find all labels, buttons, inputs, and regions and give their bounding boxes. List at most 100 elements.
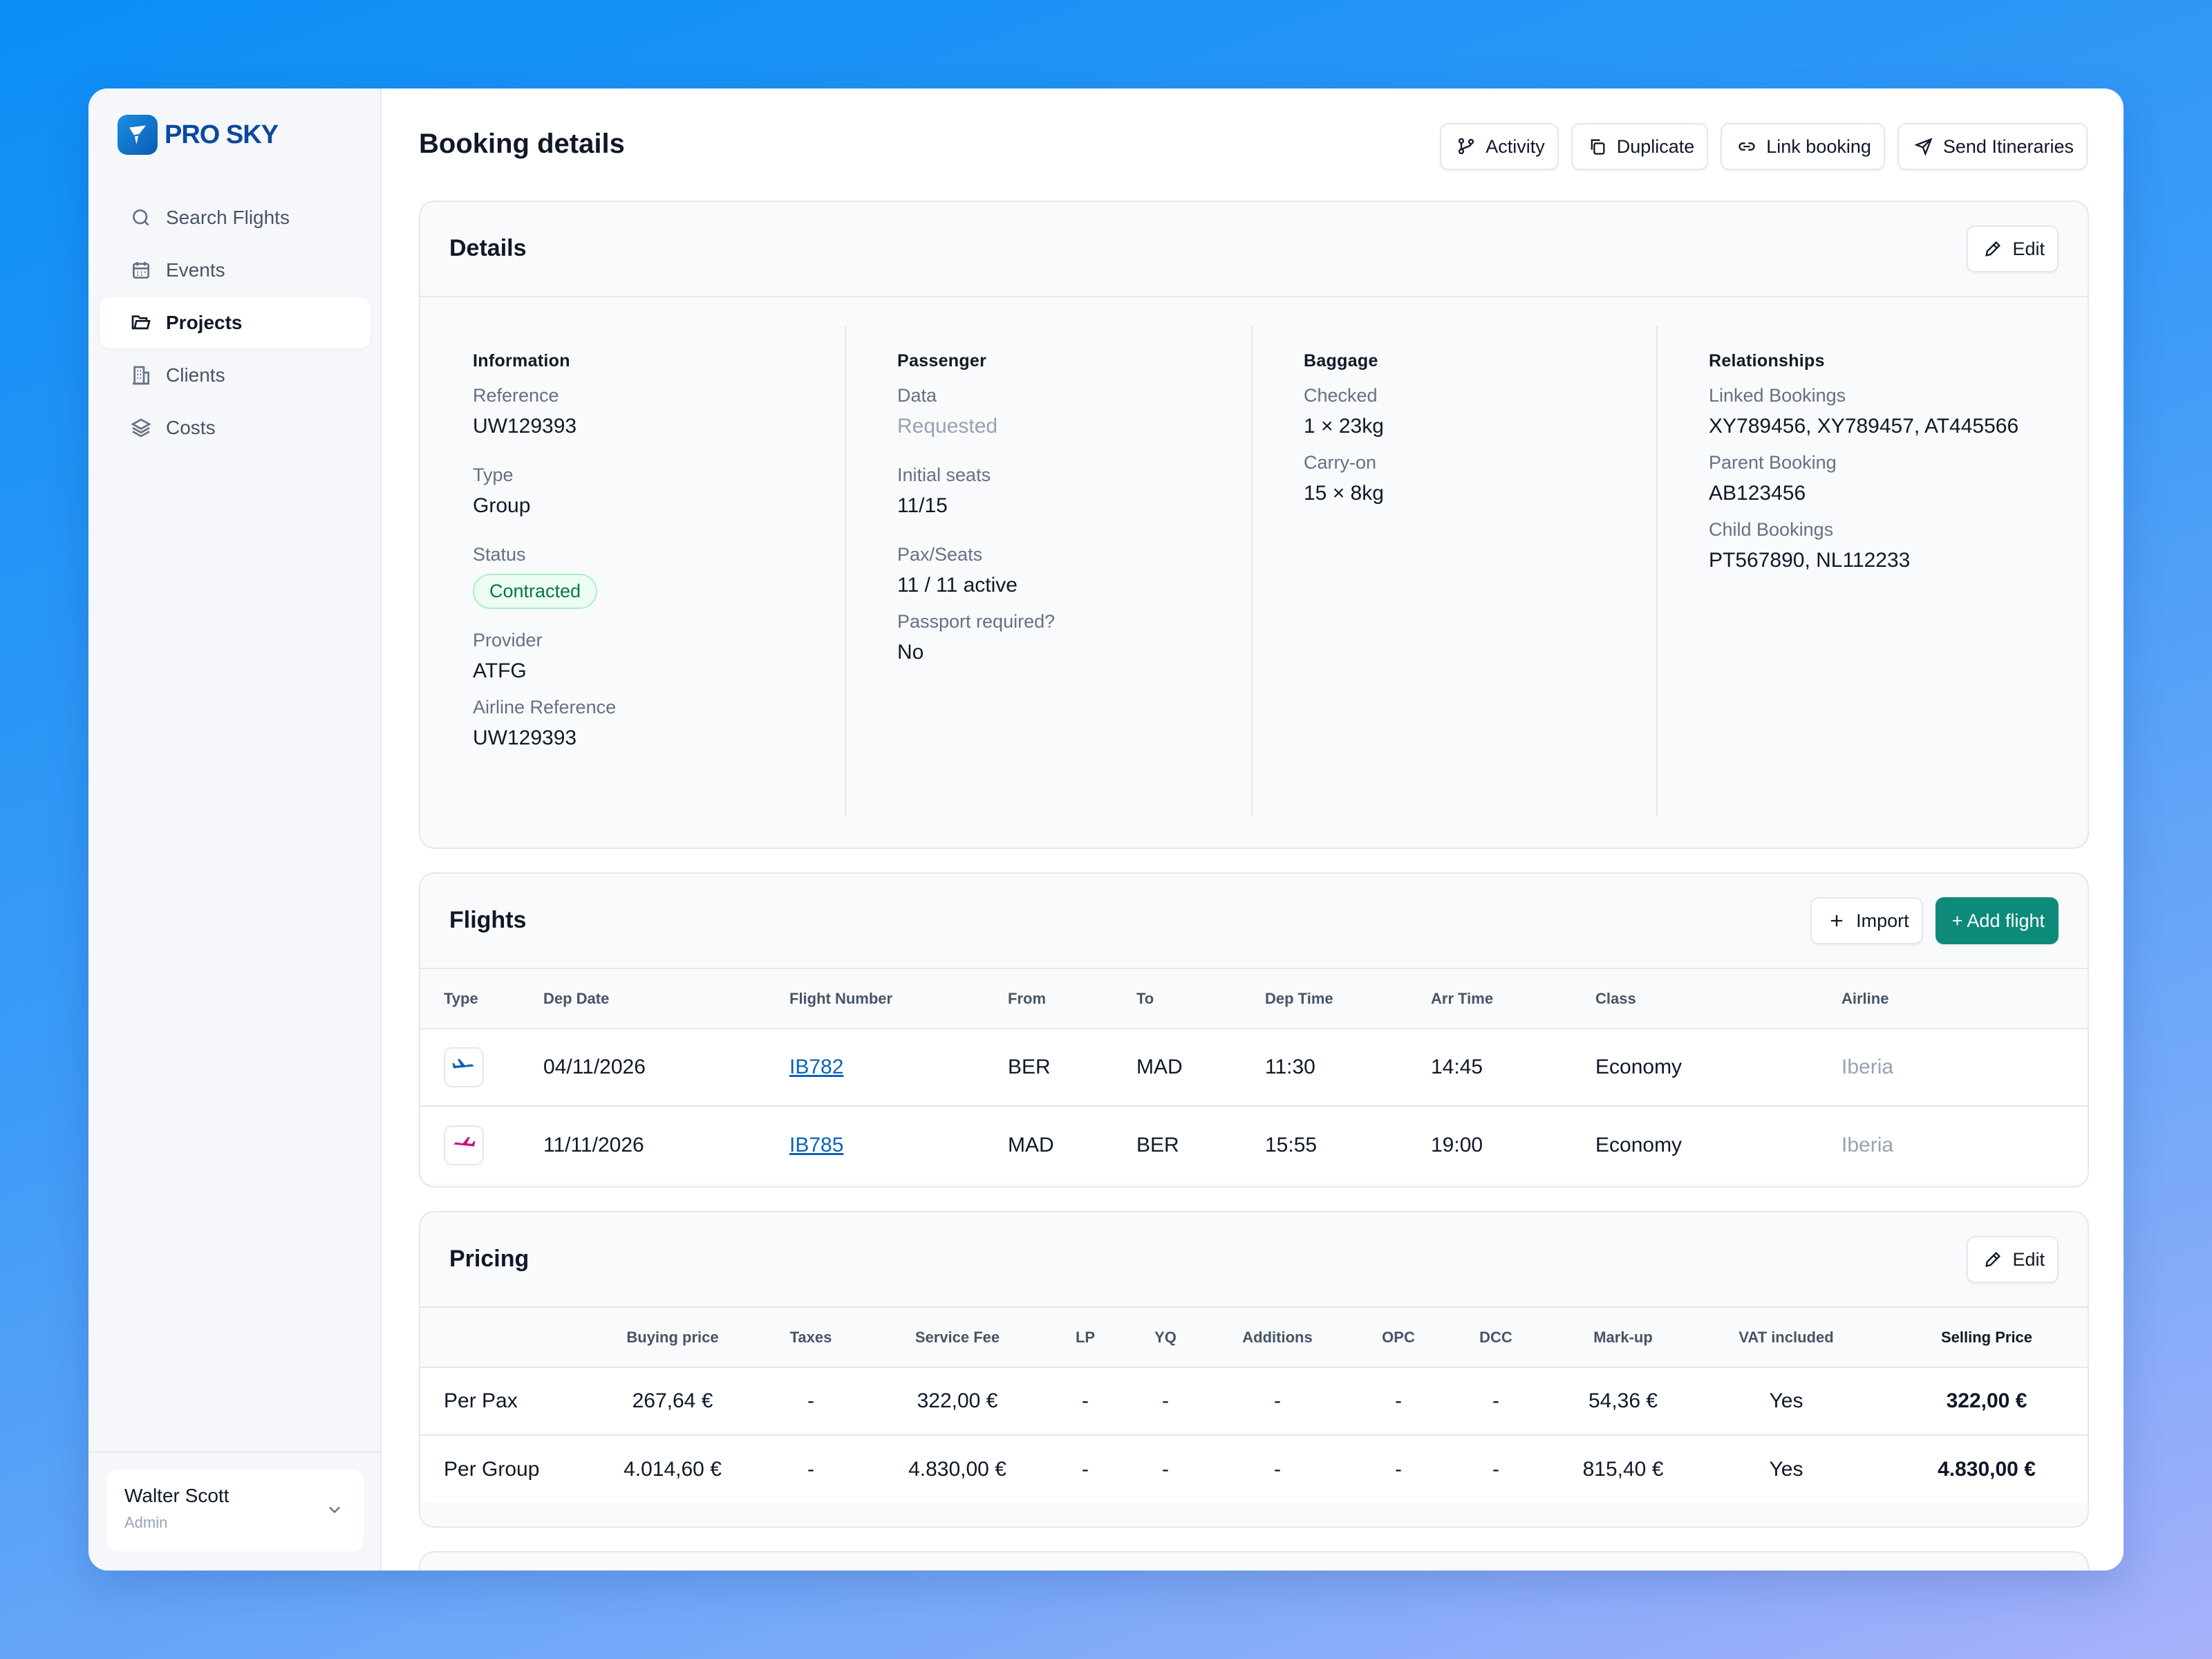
copy-icon bbox=[1591, 139, 1605, 155]
logo-mark-icon bbox=[118, 115, 158, 155]
sidebar-nav: Search Flights Events Projects Clients C… bbox=[100, 192, 371, 455]
column-header[interactable]: From bbox=[1008, 969, 1136, 1029]
app-window: PRO SKY Search Flights Events Projects C… bbox=[88, 88, 2124, 1571]
layers-icon bbox=[131, 418, 151, 438]
to-airport: MAD bbox=[1136, 1029, 1265, 1107]
sidebar-item-label: Projects bbox=[166, 312, 243, 333]
activity-button[interactable]: Activity bbox=[1440, 123, 1559, 170]
from-airport: BER bbox=[1008, 1029, 1136, 1107]
information-heading: Information bbox=[473, 351, 570, 371]
relationships-heading: Relationships bbox=[1709, 351, 1825, 371]
column-header[interactable]: Class bbox=[1595, 969, 1841, 1029]
column-header: Service Fee bbox=[885, 1308, 1030, 1368]
column-header: YQ bbox=[1141, 1308, 1190, 1368]
selling-price: 322,00 € bbox=[1886, 1367, 2088, 1436]
table-row: Per Group 4.014,60 € - 4.830,00 € - - - … bbox=[420, 1435, 2088, 1503]
class: Economy bbox=[1595, 1029, 1841, 1107]
column-header[interactable]: Airline bbox=[1841, 969, 2088, 1029]
user-menu[interactable]: Walter Scott Admin bbox=[106, 1470, 364, 1551]
airline: Iberia bbox=[1841, 1133, 1894, 1156]
carryon-value: 15 × 8kg bbox=[1304, 482, 1384, 505]
edit-label: Edit bbox=[2012, 1248, 2045, 1270]
reference-label: Reference bbox=[473, 385, 559, 406]
dep-date: 04/11/2026 bbox=[543, 1029, 789, 1107]
next-section-card bbox=[419, 1551, 2089, 1571]
flight-number-link[interactable]: IB782 bbox=[789, 1056, 844, 1078]
markup: 815,40 € bbox=[1582, 1457, 1664, 1481]
column-header[interactable]: To bbox=[1136, 969, 1265, 1029]
arr-time: 14:45 bbox=[1431, 1029, 1595, 1107]
table-row: Per Pax 267,64 € - 322,00 € - - - - - 54… bbox=[420, 1367, 2088, 1436]
pricing-card: Pricing Edit Buying price Taxes Service … bbox=[419, 1211, 2089, 1528]
column-header[interactable]: Arr Time bbox=[1431, 969, 1595, 1029]
sidebar-item-projects[interactable]: Projects bbox=[100, 297, 371, 348]
sidebar-item-label: Events bbox=[166, 259, 225, 281]
add-flight-button[interactable]: + Add flight bbox=[1935, 897, 2059, 944]
class: Economy bbox=[1595, 1133, 1683, 1156]
flights-table: Type Dep Date Flight Number From To Dep … bbox=[420, 969, 2088, 1183]
relationships-column: Relationships Linked Bookings XY789456, … bbox=[1656, 326, 2088, 816]
vat-included: Yes bbox=[1687, 1367, 1886, 1436]
arr-time: 19:00 bbox=[1431, 1133, 1483, 1156]
sidebar-item-costs[interactable]: Costs bbox=[100, 402, 371, 453]
column-header[interactable]: Flight Number bbox=[789, 969, 1008, 1029]
import-button[interactable]: Import bbox=[1810, 897, 1923, 944]
branch-icon bbox=[1459, 138, 1474, 155]
activity-label: Activity bbox=[1485, 135, 1545, 157]
row-label: Per Pax bbox=[420, 1367, 608, 1436]
sidebar-item-events[interactable]: Events bbox=[100, 245, 371, 296]
linked-bookings-value: XY789456, XY789457, AT445566 bbox=[1709, 415, 2019, 438]
column-header bbox=[420, 1308, 608, 1368]
additions: - bbox=[1190, 1367, 1365, 1436]
column-header: OPC bbox=[1365, 1308, 1432, 1368]
details-header: Details Edit bbox=[420, 202, 2088, 297]
column-header[interactable]: Dep Date bbox=[543, 969, 789, 1029]
lp: - bbox=[1082, 1457, 1089, 1481]
passport-label: Passport required? bbox=[897, 611, 1056, 632]
flight-number-link[interactable]: IB785 bbox=[789, 1133, 844, 1156]
column-header: Buying price bbox=[608, 1308, 737, 1368]
service-fee: 322,00 € bbox=[885, 1367, 1030, 1436]
dep-date: 11/11/2026 bbox=[543, 1133, 644, 1156]
user-role: Admin bbox=[124, 1514, 168, 1531]
send-itineraries-button[interactable]: Send Itineraries bbox=[1897, 123, 2088, 170]
sidebar-item-label: Costs bbox=[166, 417, 216, 438]
link-booking-button[interactable]: Link booking bbox=[1721, 123, 1885, 170]
brand-logo[interactable]: PRO SKY bbox=[118, 115, 279, 155]
column-header: DCC bbox=[1432, 1308, 1559, 1368]
pricing-title: Pricing bbox=[449, 1246, 529, 1272]
details-edit-button[interactable]: Edit bbox=[1967, 225, 2059, 272]
departure-plane-icon bbox=[444, 1047, 484, 1087]
details-body: Information Reference UW129393 Type Grou… bbox=[420, 297, 2088, 847]
return-plane-icon bbox=[444, 1125, 484, 1165]
passenger-data-value: Requested bbox=[897, 415, 998, 438]
send-itineraries-label: Send Itineraries bbox=[1942, 135, 2074, 157]
buying-price: 267,64 € bbox=[608, 1367, 737, 1436]
sidebar-item-search-flights[interactable]: Search Flights bbox=[100, 192, 371, 243]
status-label: Status bbox=[473, 544, 526, 565]
user-name: Walter Scott bbox=[124, 1485, 229, 1506]
chevron-down-icon bbox=[329, 1506, 340, 1514]
sidebar-item-clients[interactable]: Clients bbox=[100, 350, 371, 401]
status-badge: Contracted bbox=[473, 574, 598, 609]
main-content: Booking details Activity Duplicate Link … bbox=[382, 88, 2124, 1571]
table-header-row: Buying price Taxes Service Fee LP YQ Add… bbox=[420, 1308, 2088, 1368]
pax-seats-value: 11 / 11 active bbox=[897, 574, 1018, 597]
import-label: Import bbox=[1856, 910, 1909, 931]
yq: - bbox=[1162, 1457, 1169, 1481]
child-bookings-value: PT567890, NL112233 bbox=[1709, 549, 1911, 572]
pricing-edit-button[interactable]: Edit bbox=[1967, 1236, 2059, 1283]
table-row[interactable]: 11/11/2026 IB785 MAD BER 15:55 19:00 Eco… bbox=[420, 1106, 2088, 1183]
table-row[interactable]: 04/11/2026 IB782 BER MAD 11:30 14:45 Eco… bbox=[420, 1029, 2088, 1107]
column-header[interactable]: Type bbox=[420, 969, 543, 1029]
add-flight-label: + Add flight bbox=[1951, 910, 2045, 931]
pricing-header: Pricing Edit bbox=[420, 1212, 2088, 1308]
baggage-column: Baggage Checked 1 × 23kg Carry-on 15 × 8… bbox=[1251, 326, 1656, 816]
logo-text: PRO SKY bbox=[165, 120, 279, 149]
column-header[interactable]: Dep Time bbox=[1265, 969, 1431, 1029]
from-airport: MAD bbox=[1008, 1133, 1054, 1156]
duplicate-button[interactable]: Duplicate bbox=[1571, 123, 1709, 170]
page-title: Booking details bbox=[419, 129, 625, 159]
provider-label: Provider bbox=[473, 630, 543, 650]
details-title: Details bbox=[449, 235, 527, 261]
